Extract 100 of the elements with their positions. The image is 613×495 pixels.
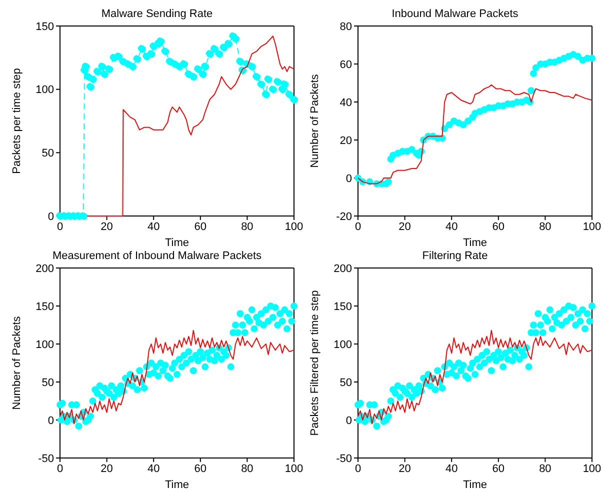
point [290, 95, 298, 104]
y-tick-label: 60 [340, 58, 352, 71]
y-tick-label: 80 [340, 20, 352, 33]
point [268, 85, 277, 94]
point [446, 121, 453, 128]
point [86, 82, 94, 91]
point [147, 50, 156, 58]
point [264, 75, 272, 84]
y-tick-label: -50 [336, 452, 352, 465]
x-axis-title: Time [164, 237, 190, 249]
y-tick-label: 150 [36, 300, 54, 313]
point [236, 57, 244, 66]
x-tick-label: 80 [241, 220, 254, 233]
x-axis-title: Time [164, 479, 190, 491]
y-axis-title: Packets per time step [10, 68, 23, 174]
x-tick-label: 80 [539, 220, 552, 233]
point [588, 54, 596, 62]
y-tick-label: 50 [340, 376, 352, 389]
y-tick-label: -20 [336, 210, 352, 223]
y-tick-label: 150 [334, 300, 352, 313]
x-tick-label: 80 [539, 462, 552, 475]
point [189, 72, 198, 81]
x-tick-label: 0 [56, 220, 64, 233]
y-tick-label: 0 [48, 210, 54, 223]
point [274, 78, 282, 86]
y-tick-label: 150 [36, 20, 54, 33]
point [194, 65, 202, 74]
x-tick-label: 100 [582, 220, 602, 233]
point [180, 60, 188, 68]
point [100, 70, 108, 78]
x-tick-label: 100 [284, 462, 304, 475]
x-tick-label: 100 [284, 220, 304, 233]
x-tick-label: 0 [354, 220, 362, 233]
point [133, 54, 142, 63]
point [220, 44, 228, 52]
y-tick-label: 200 [36, 262, 54, 275]
x-tick-label: 80 [241, 462, 254, 475]
point [128, 62, 137, 71]
y-tick-label: 50 [42, 376, 54, 389]
point [257, 80, 266, 88]
x-tick-label: 20 [398, 462, 411, 475]
point [98, 62, 106, 71]
y-tick-label: 100 [36, 338, 54, 351]
x-tick-label: 20 [398, 220, 411, 233]
y-tick-label: 0 [346, 172, 352, 185]
y-tick-label: 0 [346, 414, 352, 427]
point [114, 52, 122, 60]
y-tick-label: 50 [42, 148, 54, 160]
x-tick-label: 60 [492, 220, 505, 233]
point [252, 72, 261, 81]
x-tick-label: 60 [492, 462, 505, 475]
y-tick-label: 40 [340, 96, 352, 109]
y-tick-label: 200 [334, 262, 352, 275]
x-axis-title: Time [462, 479, 488, 491]
x-tick-label: 40 [445, 220, 458, 233]
point [198, 70, 207, 78]
y-tick-label: 100 [334, 338, 352, 351]
point [262, 90, 270, 98]
point [105, 65, 114, 74]
x-tick-label: 60 [194, 220, 207, 233]
y-axis-title: Packets Filtered per time step [308, 290, 321, 436]
point [528, 87, 535, 94]
y-tick-label: 0 [48, 414, 54, 427]
point [138, 44, 146, 53]
point [574, 52, 582, 60]
point [232, 34, 240, 43]
chart-title: Filtering Rate [421, 250, 489, 264]
x-tick-label: 0 [354, 462, 362, 475]
point [530, 70, 537, 77]
y-tick-label: -50 [38, 452, 54, 465]
x-tick-label: 40 [147, 462, 160, 475]
point [408, 146, 416, 153]
x-tick-label: 40 [147, 220, 160, 233]
point [224, 40, 232, 48]
point [156, 37, 165, 46]
x-tick-label: 60 [194, 462, 207, 475]
point [88, 75, 97, 84]
y-tick-label: 100 [36, 84, 54, 96]
chart-title: Measurement of Inbound Malware Packets [51, 250, 263, 264]
chart-title: Malware Sending Rate [100, 8, 214, 22]
point [201, 62, 210, 71]
x-axis-title: Time [462, 237, 488, 249]
point [464, 118, 472, 124]
x-tick-label: 20 [100, 220, 113, 233]
chart-title: Inbound Malware Packets [390, 8, 520, 22]
x-tick-label: 100 [582, 462, 602, 475]
point [161, 47, 170, 56]
x-tick-label: 40 [445, 462, 458, 475]
point [460, 121, 467, 128]
y-axis-title: Number of Packets [308, 74, 321, 168]
point [285, 90, 294, 98]
y-axis-title: Number of Packets [10, 316, 23, 410]
point [206, 50, 214, 58]
point [248, 62, 256, 71]
point [280, 80, 289, 88]
point [532, 64, 540, 72]
point [215, 50, 224, 58]
x-tick-label: 0 [56, 462, 64, 475]
x-tick-label: 20 [100, 462, 113, 475]
y-tick-label: 20 [340, 134, 352, 147]
